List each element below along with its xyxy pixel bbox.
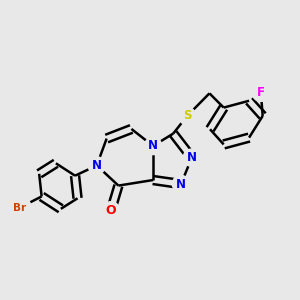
Circle shape [144,137,162,154]
Text: N: N [176,178,186,190]
Text: O: O [106,204,116,217]
Text: N: N [187,151,197,164]
Text: F: F [257,86,265,99]
Circle shape [8,196,31,220]
Text: N: N [148,140,158,152]
Circle shape [183,149,200,166]
Text: Br: Br [13,203,26,213]
Text: N: N [92,159,102,172]
Circle shape [178,107,196,124]
Circle shape [252,84,269,101]
Circle shape [102,202,120,219]
Circle shape [172,176,190,193]
Circle shape [88,157,105,174]
Text: S: S [183,110,191,122]
